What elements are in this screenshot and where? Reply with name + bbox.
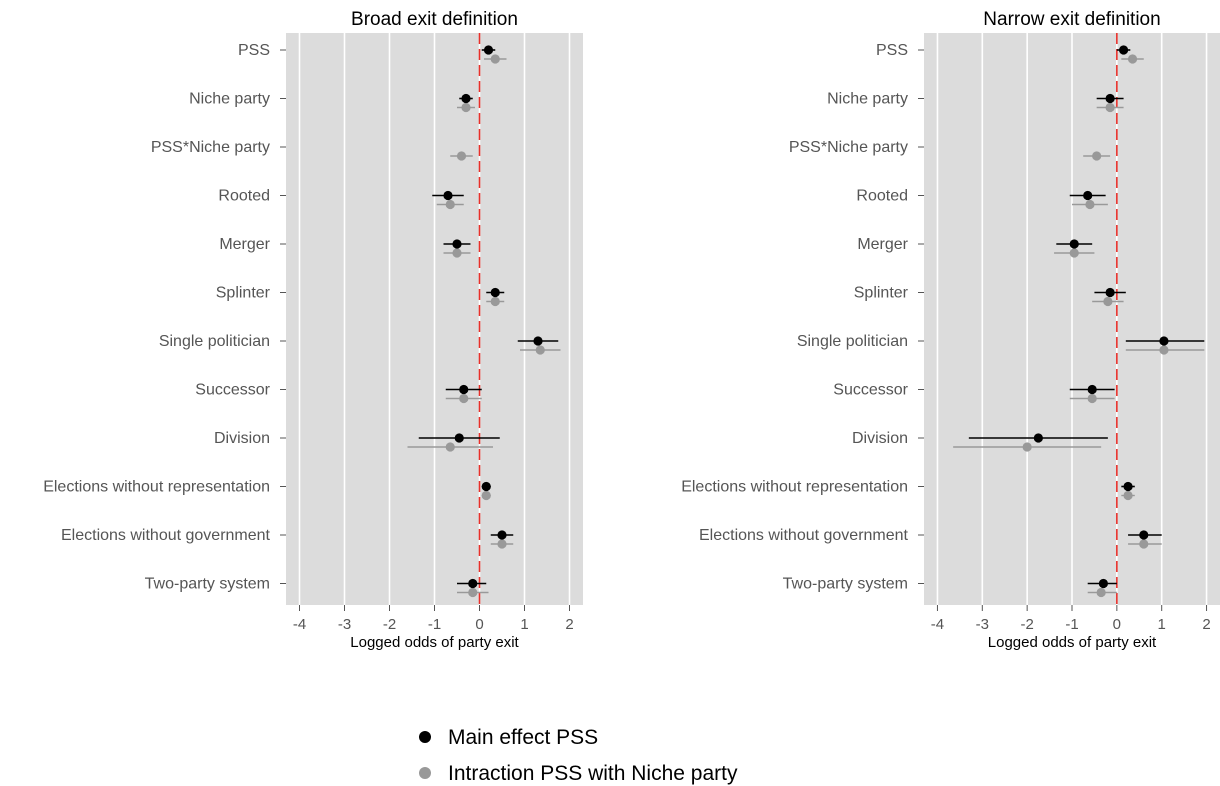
panel-broad-exit: Broad exit definition -4 -3 -2 -1 0 1 2 Logged o… xyxy=(43,9,583,651)
main-effect-point xyxy=(1069,239,1079,249)
category-label: Successor xyxy=(195,382,270,399)
category-label: Niche party xyxy=(189,91,270,108)
x-tick-label: 2 xyxy=(565,616,573,633)
x-tick-label: -3 xyxy=(338,616,351,633)
main-effect-point xyxy=(1033,433,1043,443)
interaction-point xyxy=(490,296,500,307)
category-label: PSS xyxy=(238,42,270,59)
main-effect-point xyxy=(490,287,500,298)
interaction-point xyxy=(1087,393,1097,404)
x-tick-label: 0 xyxy=(1113,616,1121,633)
interaction-point xyxy=(468,587,478,598)
interaction-point xyxy=(1103,296,1113,307)
category-label: Division xyxy=(852,430,908,447)
interaction-point xyxy=(490,54,500,64)
interaction-point xyxy=(535,345,545,355)
main-effect-point xyxy=(1083,190,1093,201)
interaction-point xyxy=(1127,54,1138,64)
x-tick-label: -3 xyxy=(976,616,989,633)
category-label: Splinter xyxy=(216,285,271,302)
main-effect-point xyxy=(1087,384,1097,395)
interaction-point xyxy=(1022,442,1032,452)
main-effect-point xyxy=(1098,578,1108,589)
x-tick-label: -4 xyxy=(931,616,944,633)
category-label: Division xyxy=(214,430,270,447)
legend-label-interaction: Intraction PSS with Niche party xyxy=(448,762,738,785)
interaction-point xyxy=(1085,199,1095,210)
main-effect-point xyxy=(1123,481,1133,492)
main-effect-point xyxy=(1118,45,1129,55)
x-tick-label: -2 xyxy=(383,616,396,633)
category-label: Merger xyxy=(857,236,908,253)
interaction-point xyxy=(456,151,467,161)
interaction-point xyxy=(459,393,469,404)
category-label: Two-party system xyxy=(145,576,270,593)
category-label: Merger xyxy=(219,236,270,253)
category-label: PSS*Niche party xyxy=(789,139,908,156)
main-effect-point xyxy=(481,481,491,492)
category-label: Two-party system xyxy=(783,576,908,593)
category-label: Single politician xyxy=(159,333,270,350)
interaction-point xyxy=(1096,587,1106,598)
interaction-point xyxy=(1123,490,1133,501)
panel-narrow-exit: Narrow exit definition -4 -3 -2 -1 0 1 2 Logged … xyxy=(681,9,1220,651)
legend: Main effect PSS Intraction PSS with Nich… xyxy=(419,726,738,785)
main-effect-point xyxy=(459,384,469,395)
category-label: Rooted xyxy=(218,188,270,205)
category-label: Successor xyxy=(833,382,908,399)
main-effect-point xyxy=(443,190,453,201)
x-tick-label: -2 xyxy=(1020,616,1033,633)
interaction-point xyxy=(452,248,462,258)
x-tick-label: 1 xyxy=(520,616,528,633)
x-tick-label: -1 xyxy=(428,616,441,633)
interaction-point xyxy=(1092,151,1102,161)
chart-title: Broad exit definition xyxy=(351,9,518,30)
category-label: Elections without government xyxy=(699,527,909,544)
main-effect-point xyxy=(461,93,471,104)
main-effect-point xyxy=(1139,530,1149,540)
legend-marker-interaction xyxy=(419,767,431,779)
category-label: Niche party xyxy=(827,91,908,108)
x-tick-label: -1 xyxy=(1065,616,1078,633)
category-label: Rooted xyxy=(856,188,908,205)
category-label: Splinter xyxy=(854,285,909,302)
chart-title: Narrow exit definition xyxy=(983,9,1160,30)
interaction-point xyxy=(1159,345,1169,355)
interaction-point xyxy=(461,102,471,113)
x-axis-label: Logged odds of party exit xyxy=(988,634,1157,651)
main-effect-point xyxy=(1105,287,1115,298)
interaction-point xyxy=(1139,539,1149,549)
category-label: Single politician xyxy=(797,333,908,350)
x-axis-label: Logged odds of party exit xyxy=(350,634,519,651)
x-tick-label: -4 xyxy=(293,616,306,633)
interaction-point xyxy=(1069,248,1079,258)
interaction-point xyxy=(1105,102,1115,113)
x-tick-label: 2 xyxy=(1202,616,1210,633)
interaction-point xyxy=(445,199,455,210)
main-effect-point xyxy=(452,239,462,249)
category-label: Elections without representation xyxy=(43,479,270,496)
legend-marker-main-effect xyxy=(419,731,431,743)
main-effect-point xyxy=(468,578,478,589)
main-effect-point xyxy=(533,336,543,346)
main-effect-point xyxy=(483,45,494,55)
main-effect-point xyxy=(1105,93,1115,104)
interaction-point xyxy=(445,442,455,452)
main-effect-point xyxy=(1159,336,1169,346)
interaction-point xyxy=(481,490,491,501)
x-tick-label: 0 xyxy=(475,616,483,633)
category-label: PSS*Niche party xyxy=(151,139,270,156)
category-label: Elections without government xyxy=(61,527,271,544)
main-effect-point xyxy=(454,433,464,443)
category-label: PSS xyxy=(876,42,908,59)
category-label: Elections without representation xyxy=(681,479,908,496)
interaction-point xyxy=(497,539,507,549)
legend-label-main-effect: Main effect PSS xyxy=(448,726,598,749)
main-effect-point xyxy=(497,530,507,540)
x-tick-label: 1 xyxy=(1158,616,1166,633)
